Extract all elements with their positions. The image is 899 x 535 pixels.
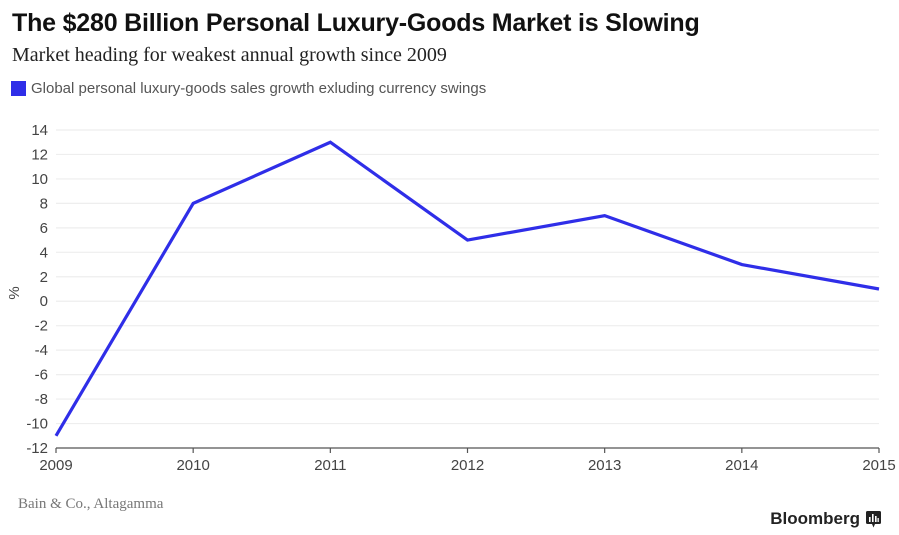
- x-tick-label: 2013: [588, 457, 621, 474]
- y-tick-label: -12: [26, 440, 48, 457]
- x-tick-label: 2015: [862, 457, 895, 474]
- legend-swatch: [11, 81, 26, 96]
- x-tick-label: 2011: [314, 457, 346, 474]
- y-tick-label: 12: [31, 146, 48, 163]
- y-axis-label: %: [6, 286, 23, 299]
- y-axis-ticks: 14 12 10 8 6 4 2 0 -2 -4 -6 -8 -10 -12: [26, 122, 48, 457]
- y-tick-label: -2: [35, 318, 48, 335]
- chart-title: The $280 Billion Personal Luxury-Goods M…: [12, 9, 700, 37]
- y-tick-label: 6: [40, 220, 48, 237]
- brand: Bloomberg: [770, 509, 881, 529]
- series-line: [54, 140, 880, 437]
- x-tick-label: 2010: [176, 457, 209, 474]
- y-tick-label: -10: [26, 416, 48, 433]
- y-tick-label: 8: [40, 195, 48, 212]
- chart-subtitle: Market heading for weakest annual growth…: [12, 44, 447, 66]
- legend-label: Global personal luxury-goods sales growt…: [31, 80, 487, 97]
- y-tick-label: 4: [40, 244, 48, 261]
- y-tick-label: 10: [31, 171, 48, 188]
- y-tick-label: 0: [40, 293, 48, 310]
- brand-name: Bloomberg: [770, 509, 860, 528]
- gridlines: [56, 129, 879, 425]
- series-group: [54, 140, 880, 437]
- x-axis: 2009 2010 2011 2012 2013 2014 2015: [39, 447, 896, 474]
- x-tick-label: 2009: [39, 457, 72, 474]
- x-tick-label: 2012: [451, 457, 484, 474]
- y-tick-label: -6: [35, 367, 48, 384]
- legend: Global personal luxury-goods sales growt…: [11, 80, 486, 97]
- y-tick-label: -4: [35, 342, 48, 359]
- x-tick-label: 2014: [725, 457, 758, 474]
- y-tick-label: 2: [40, 269, 48, 286]
- bloomberg-chart-icon: [866, 510, 881, 527]
- y-tick-label: 14: [31, 122, 48, 139]
- source-note: Bain & Co., Altagamma: [18, 496, 164, 512]
- y-tick-label: -8: [35, 391, 48, 408]
